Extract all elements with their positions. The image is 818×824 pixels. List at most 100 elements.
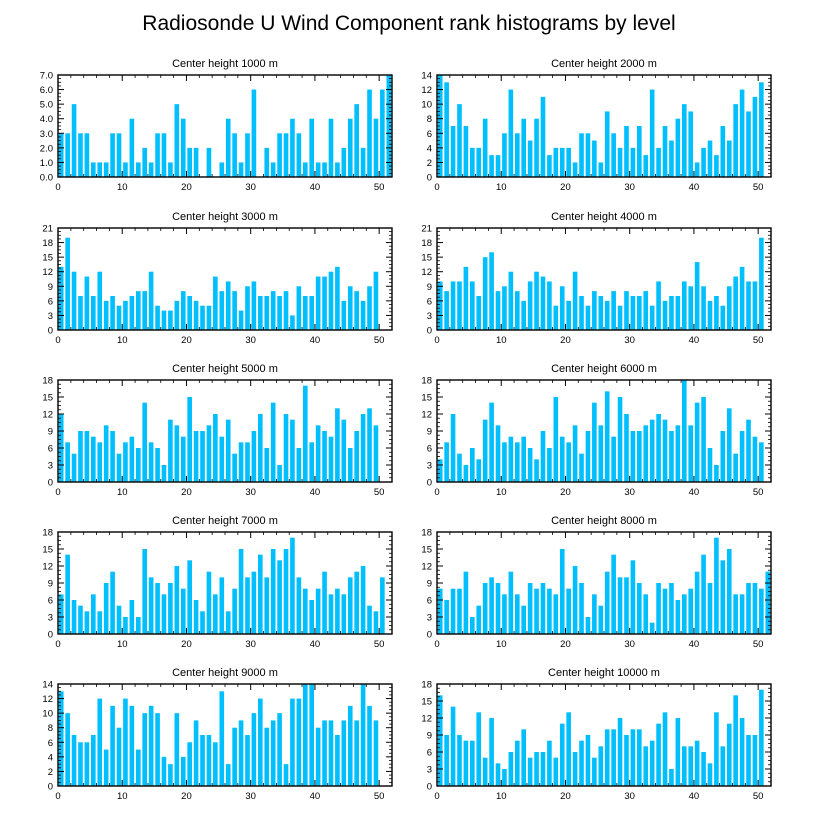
bar	[380, 577, 385, 634]
y-tick-label: 15	[421, 545, 432, 556]
bar	[386, 75, 392, 177]
bar	[527, 281, 533, 330]
bar	[527, 757, 533, 786]
x-tick-label: 50	[374, 182, 385, 193]
bar	[514, 291, 520, 330]
x-tick-label: 40	[310, 487, 321, 498]
x-tick-label: 40	[689, 791, 700, 802]
bar	[180, 291, 186, 330]
y-tick-label: 0	[48, 478, 53, 489]
bar	[681, 746, 687, 786]
bar	[341, 147, 347, 177]
bar	[180, 436, 186, 482]
y-tick-label: 15	[421, 697, 432, 708]
bar	[142, 402, 148, 482]
bar	[129, 600, 135, 634]
bar	[290, 315, 295, 330]
bar	[495, 425, 501, 482]
bar	[161, 594, 167, 634]
bar	[225, 281, 231, 330]
bar	[270, 402, 276, 482]
bar	[302, 588, 308, 634]
bar	[495, 763, 501, 786]
bar	[193, 300, 199, 330]
bar	[457, 588, 462, 634]
bar	[187, 296, 192, 330]
bar	[65, 133, 70, 177]
bar	[135, 162, 141, 177]
bar	[225, 611, 231, 634]
bar	[65, 442, 70, 482]
bar	[502, 594, 507, 634]
bar	[168, 583, 173, 634]
bar	[726, 549, 732, 634]
bar	[123, 698, 128, 786]
bar	[264, 147, 270, 177]
bar	[437, 588, 443, 634]
bar	[611, 133, 616, 177]
bar	[373, 720, 379, 786]
x-tick-label: 30	[245, 335, 256, 346]
bar	[733, 104, 738, 177]
x-tick-label: 40	[310, 182, 321, 193]
bar	[463, 740, 469, 786]
panel-title: Center height 5000 m	[172, 363, 278, 375]
y-tick-label: 12	[421, 714, 432, 725]
y-tick-label: 7.0	[40, 71, 53, 82]
bar	[373, 271, 379, 330]
bar	[540, 752, 546, 786]
bar	[450, 414, 456, 482]
x-tick-label: 0	[434, 182, 439, 193]
bar	[675, 425, 681, 482]
bar	[180, 588, 186, 634]
x-tick-label: 30	[245, 791, 256, 802]
bar	[547, 281, 552, 330]
panel-title: Center height 9000 m	[172, 667, 278, 679]
bar	[116, 305, 122, 330]
bar	[251, 431, 257, 482]
bar	[450, 706, 456, 786]
bar	[579, 296, 584, 330]
bar	[238, 549, 244, 634]
bar	[720, 126, 726, 177]
y-tick-label: 18	[421, 528, 432, 539]
bar	[598, 162, 604, 177]
bar	[457, 453, 462, 482]
bar	[84, 611, 90, 634]
y-tick-label: 4.0	[40, 114, 53, 125]
bar	[200, 611, 205, 634]
bar	[547, 588, 552, 634]
bar	[726, 408, 732, 482]
bar	[450, 281, 456, 330]
bar	[135, 749, 141, 786]
x-tick-label: 50	[753, 335, 764, 346]
bar	[437, 695, 443, 786]
panel-title: Center height 4000 m	[551, 211, 657, 223]
bar	[739, 718, 745, 786]
bar	[508, 752, 514, 786]
bar	[759, 237, 764, 330]
bar	[463, 266, 469, 330]
bar	[283, 414, 289, 482]
y-tick-label: 12	[421, 85, 432, 96]
bar	[264, 448, 270, 482]
bar	[585, 735, 591, 786]
bar	[604, 300, 610, 330]
bar	[296, 698, 302, 786]
bar	[148, 162, 154, 177]
bar	[277, 560, 282, 634]
bar	[566, 588, 571, 634]
bar	[707, 140, 713, 177]
panel-8: Center height 8000 m 0 3 6 9 12 15 18 0 10 20 30 40 5…	[421, 515, 772, 650]
y-tick-label: 15	[421, 393, 432, 404]
bar	[746, 735, 751, 786]
bar	[290, 118, 295, 177]
x-tick-label: 50	[753, 487, 764, 498]
y-tick-label: 0.0	[40, 173, 53, 184]
bar	[720, 746, 726, 786]
bar	[508, 89, 514, 177]
bar	[270, 162, 276, 177]
bar	[213, 414, 218, 482]
bar	[444, 82, 449, 177]
y-tick-label: 14	[421, 71, 432, 82]
